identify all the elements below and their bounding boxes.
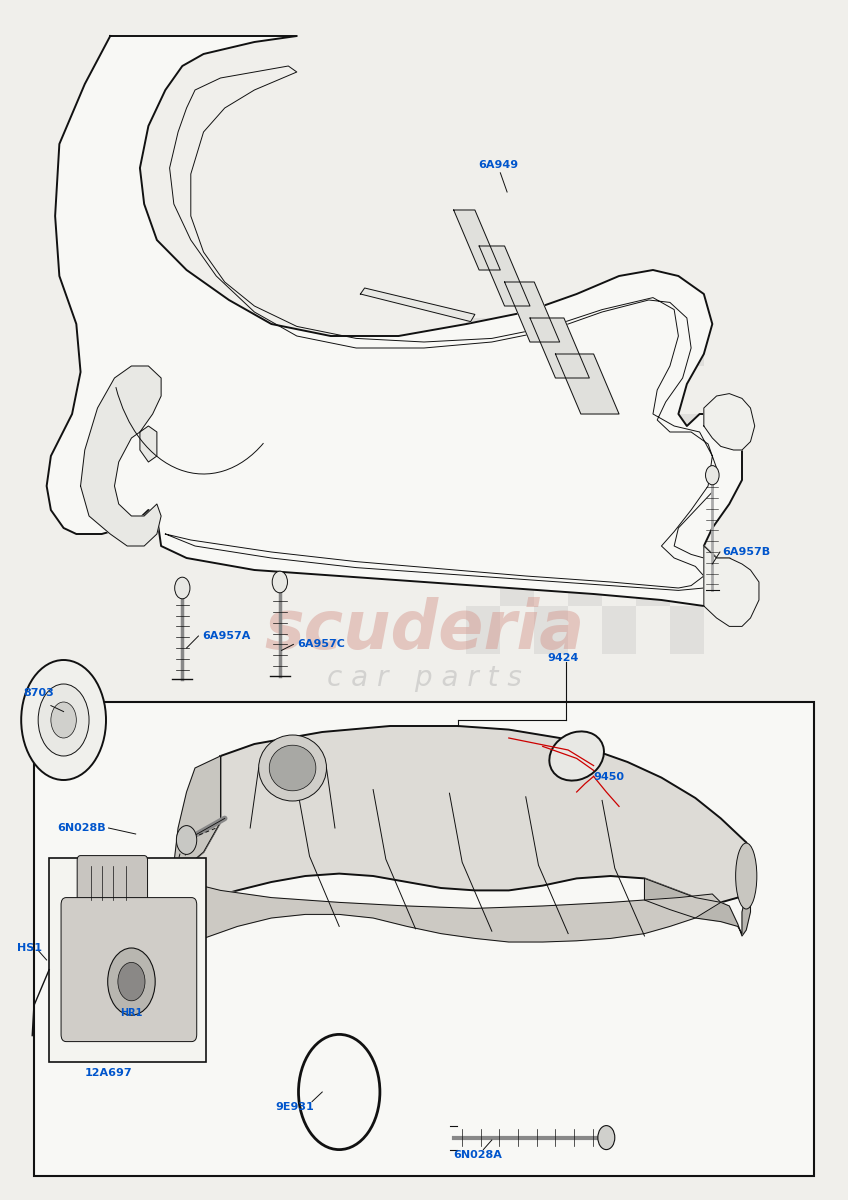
Polygon shape [47,36,746,606]
Circle shape [706,466,719,485]
Bar [670,606,704,654]
Polygon shape [555,354,619,414]
Bar [466,414,500,462]
Text: c a r   p a r t s: c a r p a r t s [326,664,522,692]
Bar [568,462,602,510]
Bar [34,702,814,1176]
Bar [500,366,534,414]
Polygon shape [81,366,161,546]
FancyBboxPatch shape [77,856,148,911]
Bar [602,606,636,654]
Text: 6N028B: 6N028B [58,823,106,833]
Ellipse shape [270,745,315,791]
Bar [602,318,636,366]
Text: 6A957A: 6A957A [202,631,250,641]
Polygon shape [454,210,500,270]
Text: 6A957C: 6A957C [297,640,344,649]
Bar [670,414,704,462]
Bar [636,558,670,606]
FancyBboxPatch shape [61,898,197,1042]
Text: 8703: 8703 [24,689,54,698]
Text: 9E931: 9E931 [276,1102,315,1111]
Polygon shape [479,246,530,306]
Circle shape [272,571,287,593]
Bar [602,510,636,558]
Text: scuderia: scuderia [264,596,584,662]
Circle shape [38,684,89,756]
Bar [534,606,568,654]
Polygon shape [644,842,755,936]
Text: HR1: HR1 [120,1008,142,1018]
Bar [670,318,704,366]
Circle shape [21,660,106,780]
Bar [500,462,534,510]
Text: 6A949: 6A949 [478,161,518,170]
Circle shape [108,948,155,1015]
Circle shape [118,962,145,1001]
Polygon shape [704,546,759,626]
Bar [568,558,602,606]
Bar [602,414,636,462]
Bar [500,558,534,606]
Circle shape [175,577,190,599]
Bar [466,318,500,366]
Text: 6A957B: 6A957B [722,547,771,557]
Polygon shape [187,726,755,902]
Text: 12A697: 12A697 [85,1068,132,1078]
Polygon shape [530,318,589,378]
Polygon shape [174,882,721,950]
Circle shape [598,1126,615,1150]
Circle shape [176,826,197,854]
Polygon shape [360,288,475,322]
Bar [568,366,602,414]
Bar [534,510,568,558]
Text: HS1: HS1 [17,943,42,953]
Bar [670,510,704,558]
Ellipse shape [259,734,326,802]
Polygon shape [505,282,560,342]
Bar [534,318,568,366]
Bar [49,858,206,1062]
Bar [466,606,500,654]
Text: 6N028A: 6N028A [453,1150,502,1159]
Text: 9450: 9450 [594,772,625,781]
Ellipse shape [550,732,604,780]
Polygon shape [174,756,220,866]
Bar [534,414,568,462]
Ellipse shape [735,842,756,910]
Bar [466,510,500,558]
Bar [636,462,670,510]
Polygon shape [704,394,755,450]
Circle shape [51,702,76,738]
Text: 9424: 9424 [547,653,578,662]
Bar [636,366,670,414]
